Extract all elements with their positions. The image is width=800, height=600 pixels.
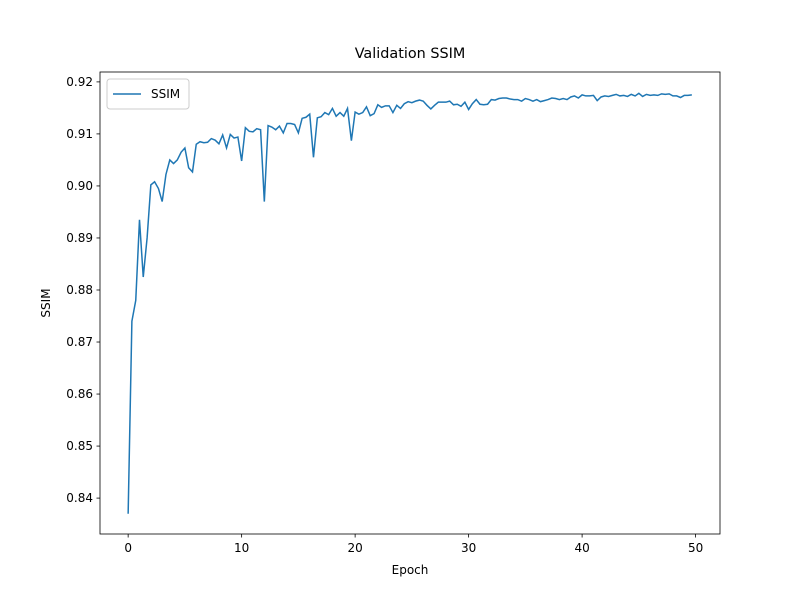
plot-frame — [99, 71, 721, 535]
y-tick-label: 0.92 — [66, 75, 93, 89]
y-tick-label: 0.89 — [66, 231, 93, 245]
y-tick-label: 0.87 — [66, 335, 93, 349]
x-axis-label: Epoch — [392, 563, 429, 577]
y-tick-label: 0.85 — [66, 439, 93, 453]
y-tick-label: 0.88 — [66, 283, 93, 297]
x-tick-label: 50 — [688, 541, 703, 555]
x-tick-label: 40 — [574, 541, 589, 555]
x-tick-label: 10 — [234, 541, 249, 555]
y-tick-label: 0.84 — [66, 491, 93, 505]
y-tick-label: 0.90 — [66, 179, 93, 193]
legend-label: SSIM — [151, 87, 180, 101]
y-tick-label: 0.86 — [66, 387, 93, 401]
x-tick-label: 30 — [461, 541, 476, 555]
legend-box — [106, 78, 190, 110]
x-tick-label: 0 — [124, 541, 132, 555]
data-line — [127, 92, 692, 514]
y-tick-label: 0.91 — [66, 127, 93, 141]
chart-title: Validation SSIM — [355, 46, 466, 62]
x-tick-label: 20 — [347, 541, 362, 555]
y-axis-label: SSIM — [39, 288, 53, 317]
